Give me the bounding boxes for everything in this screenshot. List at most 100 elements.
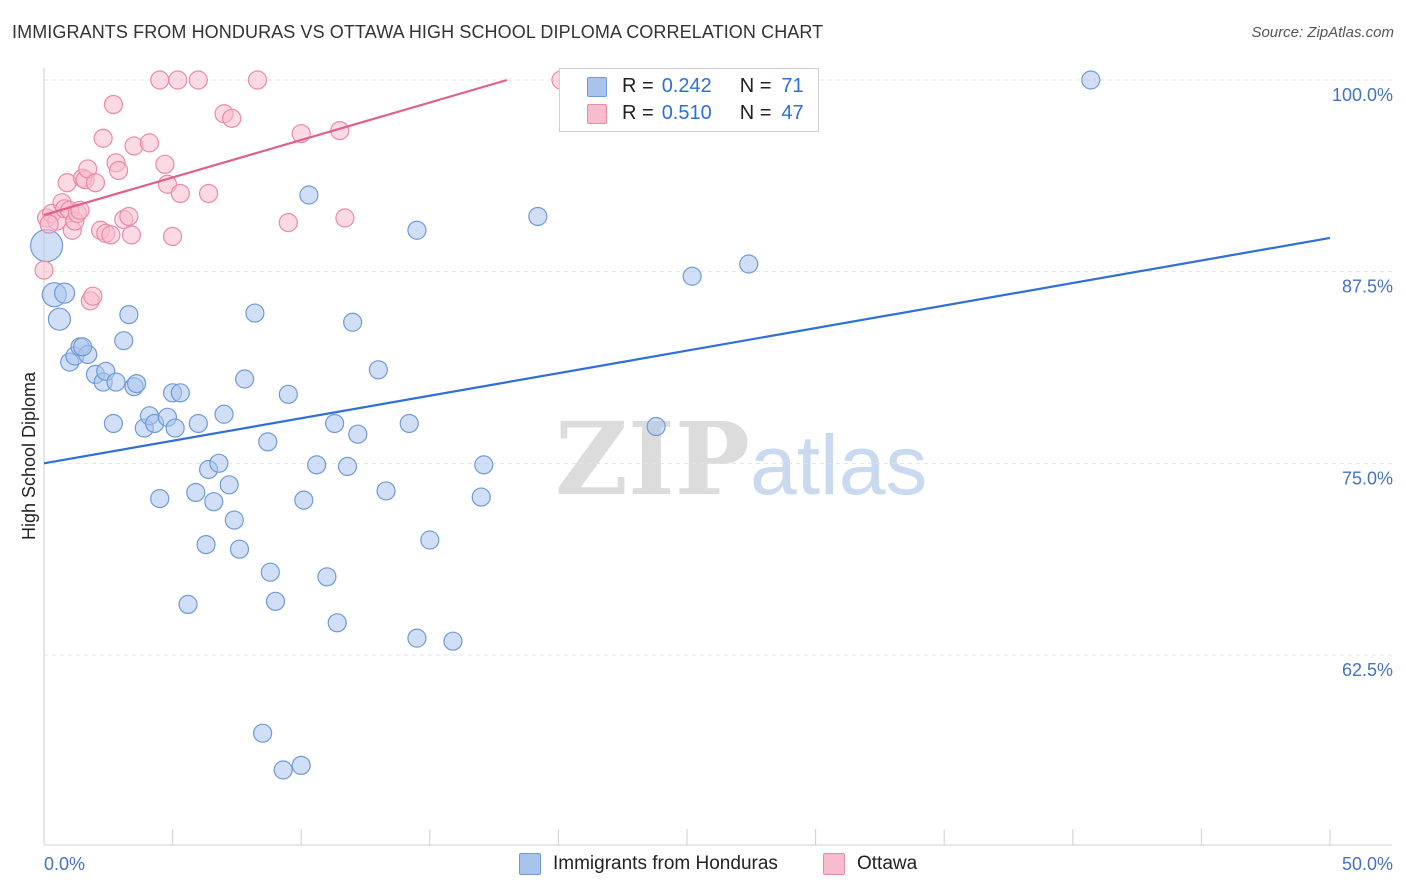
scatter-point <box>471 487 491 507</box>
scatter-point <box>368 360 388 380</box>
trend-line <box>43 78 508 216</box>
scatter-point <box>165 418 185 438</box>
scatter-point <box>93 128 113 148</box>
scatter-point <box>196 534 216 555</box>
scatter-point <box>170 383 190 403</box>
legend-n-label: N = <box>739 101 772 124</box>
legend-r-value: 0.510 <box>661 101 712 124</box>
scatter-point <box>119 305 139 325</box>
y-tick-label: 87.5% <box>1342 277 1393 297</box>
scatter-point <box>219 475 239 495</box>
scatter-point <box>278 213 298 233</box>
scatter-point <box>126 374 147 394</box>
scatter-point <box>103 94 124 115</box>
scatter-point <box>265 591 286 611</box>
scatter-point <box>229 539 250 559</box>
scatter-point <box>214 404 234 424</box>
legend-r-label: R = <box>622 101 654 124</box>
scatter-point <box>278 384 298 404</box>
y-tick-label: 75.0% <box>1342 468 1393 488</box>
legend-row-ottawa: R = 0.510 N = 47 <box>587 101 804 125</box>
stats-legend: R = 0.242 N = 71 R = 0.510 N = 47 <box>559 68 819 132</box>
x-tick-label: 50.0% <box>1342 854 1393 874</box>
legend-n-value: 71 <box>781 74 804 97</box>
scatter-point <box>325 413 345 434</box>
x-tick-label: 0.0% <box>44 854 85 874</box>
scatter-point <box>348 424 368 444</box>
scatter-point <box>443 631 463 651</box>
bottom-legend-ottawa: Ottawa <box>823 851 917 877</box>
scatter-point <box>682 266 702 286</box>
scatter-point <box>247 70 268 90</box>
scatter-point <box>307 455 327 475</box>
scatter-point <box>646 416 666 437</box>
scatter-point <box>317 567 337 587</box>
scatter-point <box>47 307 72 331</box>
scatter-point <box>273 760 293 780</box>
scatter-point <box>291 755 311 776</box>
scatter-point <box>224 510 244 530</box>
scatter-point <box>150 489 170 509</box>
scatter-point <box>739 254 759 274</box>
scatter-point <box>253 723 273 743</box>
scatter-point <box>299 185 319 205</box>
legend-swatch-honduras <box>587 77 607 97</box>
scatter-point <box>420 530 440 550</box>
watermark-atlas: atlas <box>749 418 928 512</box>
scatter-point <box>168 70 188 90</box>
scatter-point <box>399 413 419 434</box>
source-credit: Source: ZipAtlas.com <box>1251 24 1394 41</box>
chart-title: IMMIGRANTS FROM HONDURAS VS OTTAWA HIGH … <box>12 22 824 42</box>
scatter-point <box>407 220 427 240</box>
scatter-point <box>188 70 208 90</box>
scatter-point <box>150 70 170 90</box>
scatter-point <box>83 286 103 306</box>
scatter-point <box>235 369 255 389</box>
scatter-point <box>29 229 64 263</box>
scatter-point <box>335 208 355 228</box>
scatter-point <box>474 455 494 475</box>
scatter-point <box>204 492 224 512</box>
scatter-point <box>34 260 54 280</box>
trend-line <box>43 236 1331 465</box>
legend-row-honduras: R = 0.242 N = 71 <box>587 74 804 98</box>
bottom-legend-label-ottawa: Ottawa <box>857 853 918 874</box>
scatter-point <box>124 136 144 156</box>
scatter-point <box>376 481 396 501</box>
scatter-point <box>155 154 175 174</box>
legend-r-value: 0.242 <box>661 74 712 97</box>
scatter-point <box>106 372 126 392</box>
bottom-legend-swatch-ottawa <box>823 853 845 875</box>
scatter-point <box>258 432 278 452</box>
legend-r-label: R = <box>622 74 654 97</box>
scatter-point <box>199 183 219 204</box>
scatter-point <box>101 225 121 245</box>
scatter-point <box>119 206 139 227</box>
scatter-point <box>407 628 427 648</box>
bottom-legend-swatch-honduras <box>519 853 541 875</box>
scatter-point <box>209 453 229 473</box>
scatter-point <box>343 312 363 332</box>
y-tick-label: 62.5% <box>1342 660 1393 680</box>
scatter-point <box>72 337 93 357</box>
y-axis-label: High School Diploma <box>19 371 39 540</box>
bottom-legend-honduras: Immigrants from Honduras <box>519 851 778 877</box>
scatter-point <box>294 490 314 510</box>
scatter-point <box>103 413 124 434</box>
scatter-point <box>337 456 358 476</box>
scatter-point <box>39 214 59 234</box>
scatter-point <box>114 331 134 351</box>
scatter-point <box>139 133 160 153</box>
scatter-point <box>1081 70 1101 90</box>
scatter-point <box>528 206 548 227</box>
scatter-point <box>121 225 142 245</box>
scatter-point <box>245 303 265 323</box>
scatter-point <box>85 173 106 193</box>
legend-n-label: N = <box>739 74 772 97</box>
scatter-point <box>178 594 198 615</box>
scatter-point <box>186 482 206 503</box>
bottom-legend-label-honduras: Immigrants from Honduras <box>553 853 778 874</box>
scatter-point <box>53 282 76 304</box>
scatter-point <box>108 160 129 181</box>
